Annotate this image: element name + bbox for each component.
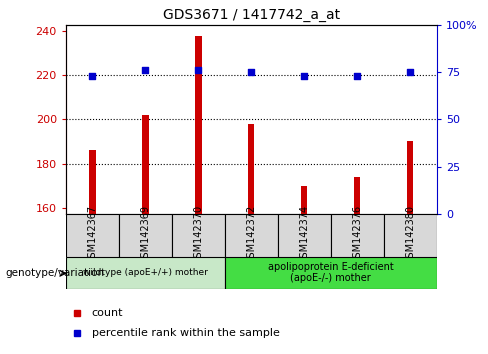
Bar [248, 124, 255, 214]
Bar [354, 177, 361, 214]
Bar [301, 185, 307, 214]
Bar [195, 36, 202, 214]
Bar [89, 150, 96, 214]
Bar [407, 142, 413, 214]
Point [194, 67, 202, 73]
Text: genotype/variation: genotype/variation [5, 268, 104, 278]
Bar [384, 214, 437, 257]
Text: GSM142374: GSM142374 [299, 205, 309, 264]
Bar [225, 214, 278, 257]
Point [247, 69, 255, 75]
Point [353, 73, 361, 79]
Bar [66, 257, 225, 289]
Bar [225, 257, 437, 289]
Title: GDS3671 / 1417742_a_at: GDS3671 / 1417742_a_at [163, 8, 340, 22]
Text: GSM142369: GSM142369 [141, 205, 150, 264]
Point [301, 73, 308, 79]
Text: percentile rank within the sample: percentile rank within the sample [92, 328, 280, 338]
Text: GSM142380: GSM142380 [405, 205, 415, 264]
Text: GSM142367: GSM142367 [87, 205, 98, 264]
Point [407, 69, 414, 75]
Text: apolipoprotein E-deficient
(apoE-/-) mother: apolipoprotein E-deficient (apoE-/-) mot… [268, 262, 394, 284]
Text: count: count [92, 308, 123, 318]
Text: GSM142370: GSM142370 [193, 205, 203, 264]
Point [88, 73, 96, 79]
Text: wildtype (apoE+/+) mother: wildtype (apoE+/+) mother [83, 268, 208, 277]
Bar [142, 115, 148, 214]
Bar [119, 214, 172, 257]
Bar [66, 214, 119, 257]
Bar [172, 214, 225, 257]
Text: GSM142372: GSM142372 [246, 205, 256, 264]
Text: GSM142376: GSM142376 [352, 205, 362, 264]
Bar [278, 214, 331, 257]
Point [142, 67, 149, 73]
Bar [331, 214, 384, 257]
